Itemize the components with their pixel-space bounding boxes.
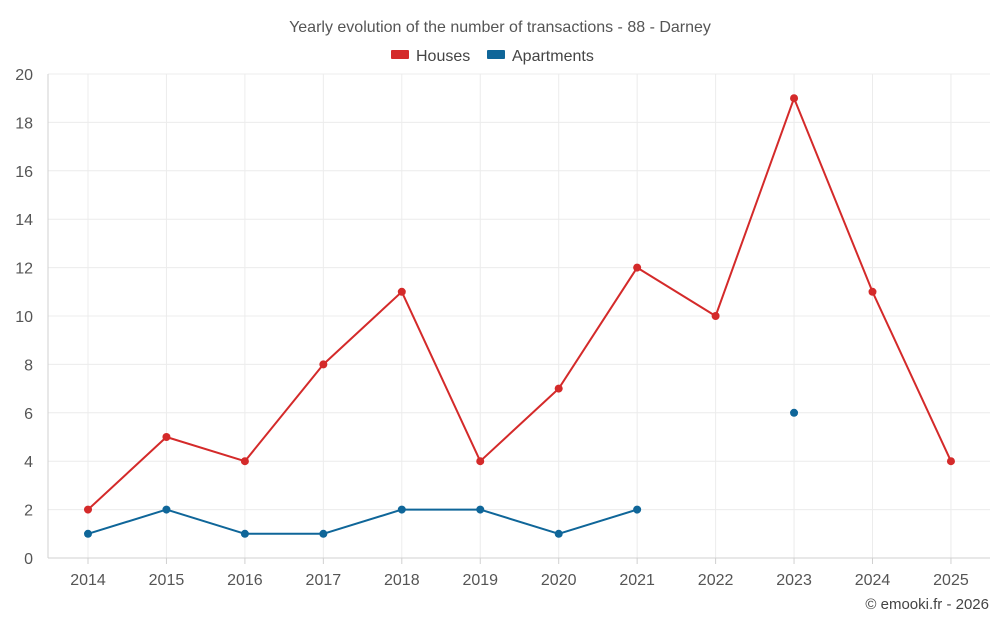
x-tick-label: 2024 [855, 572, 891, 589]
x-tick-label: 2021 [619, 572, 655, 589]
data-point-houses-2023[interactable] [790, 94, 799, 103]
data-point-apartments-2018[interactable] [397, 505, 406, 514]
grid [48, 73, 990, 558]
x-tick-label: 2022 [698, 572, 734, 589]
data-point-apartments-2014[interactable] [84, 529, 92, 538]
y-tick-label: 10 [15, 309, 33, 326]
legend-label-apartments[interactable]: Apartments [512, 48, 594, 65]
data-point-houses-2021[interactable] [633, 263, 642, 272]
axes: 0 2 4 6 8 10 12 14 16 18 20 2014 2015 2016 2017 2018 201… [15, 67, 990, 589]
series-apartments [84, 408, 799, 538]
y-tick-label: 8 [24, 357, 33, 374]
data-point-houses-2024[interactable] [868, 287, 877, 296]
y-tick-label: 4 [24, 454, 33, 471]
y-tick-label: 0 [24, 551, 33, 568]
data-point-houses-2017[interactable] [319, 360, 328, 369]
x-tick-label: 2016 [227, 572, 263, 589]
data-point-houses-2022[interactable] [711, 312, 720, 320]
series [84, 94, 955, 538]
chart-title: Yearly evolution of the number of transa… [289, 19, 711, 36]
series-line-houses [87, 97, 952, 511]
credit-text: © emooki.fr - 2026 [865, 596, 989, 613]
x-tick-label: 2018 [384, 572, 420, 589]
data-point-apartments-2019[interactable] [476, 505, 485, 514]
series-houses [84, 94, 955, 514]
x-tick-label: 2025 [933, 572, 969, 589]
y-tick-label: 20 [15, 67, 33, 84]
data-point-houses-2015[interactable] [162, 433, 171, 441]
y-tick-label: 12 [15, 261, 33, 278]
x-tick-label: 2015 [149, 572, 185, 589]
data-point-apartments-2017[interactable] [319, 529, 328, 538]
x-tick-label: 2020 [541, 572, 577, 589]
data-point-houses-2016[interactable] [240, 457, 249, 466]
x-tick-label: 2019 [462, 572, 498, 589]
data-point-apartments-2015[interactable] [162, 505, 171, 514]
data-point-apartments-2023[interactable] [790, 408, 799, 417]
x-tick-label: 2017 [306, 572, 342, 589]
data-point-apartments-2020[interactable] [554, 529, 563, 538]
data-point-houses-2020[interactable] [554, 384, 563, 393]
data-point-houses-2018[interactable] [397, 287, 406, 296]
data-point-apartments-2016[interactable] [240, 529, 249, 538]
legend: Houses Apartments [391, 48, 594, 65]
y-tick-label: 18 [15, 115, 33, 132]
data-point-houses-2025[interactable] [946, 457, 955, 466]
legend-swatch-apartments [487, 50, 505, 59]
y-tick-label: 16 [15, 164, 33, 181]
legend-swatch-houses [391, 50, 409, 59]
y-tick-label: 2 [24, 503, 33, 520]
data-point-houses-2014[interactable] [84, 505, 92, 514]
x-tick-label: 2023 [776, 572, 812, 589]
y-tick-label: 6 [24, 406, 33, 423]
x-tick-label: 2014 [70, 572, 106, 589]
y-tick-label: 14 [15, 212, 33, 229]
data-point-apartments-2021[interactable] [633, 505, 642, 514]
legend-label-houses[interactable]: Houses [416, 48, 470, 65]
data-point-houses-2019[interactable] [476, 457, 485, 466]
series-line-apartments [87, 508, 638, 535]
